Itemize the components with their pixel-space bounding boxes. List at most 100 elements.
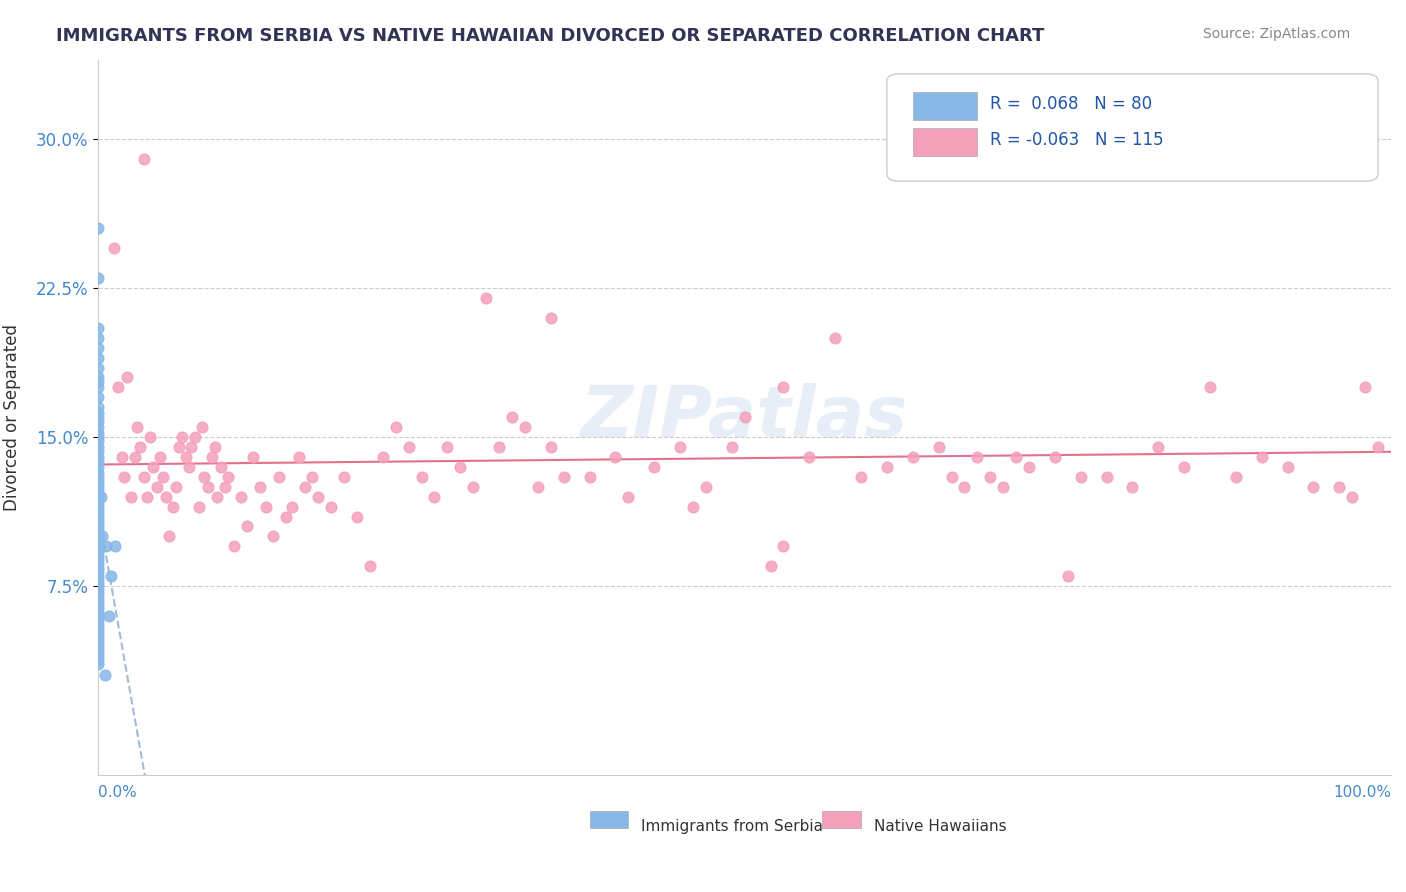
Point [174, 450, 197, 464]
Point [87, 351, 110, 365]
Point [87, 613, 110, 627]
Point [371, 450, 394, 464]
Bar [589, 811, 628, 829]
Point [953, 480, 976, 494]
Point [384, 420, 406, 434]
Point [876, 459, 898, 474]
Point [669, 440, 692, 454]
Point [87, 506, 110, 520]
Point [281, 500, 304, 514]
Point [993, 480, 1015, 494]
Point [180, 440, 202, 454]
Point [1121, 480, 1143, 494]
Point [87, 470, 110, 484]
Point [97, 608, 120, 623]
Point [236, 519, 259, 533]
Point [87, 406, 110, 420]
Point [695, 480, 717, 494]
Point [132, 152, 155, 166]
Point [759, 559, 782, 574]
Point [87, 477, 110, 491]
Point [1173, 459, 1195, 474]
Point [87, 444, 110, 458]
Point [87, 459, 110, 474]
Text: Immigrants from Serbia: Immigrants from Serbia [641, 819, 824, 834]
Point [87, 493, 110, 508]
Point [184, 430, 207, 444]
Point [87, 440, 110, 454]
Point [87, 558, 110, 572]
Point [87, 616, 110, 631]
Point [578, 470, 600, 484]
Point [87, 565, 110, 579]
Point [463, 480, 485, 494]
Y-axis label: Divorced or Separated: Divorced or Separated [3, 324, 21, 511]
Point [209, 459, 232, 474]
Text: R =  0.068   N = 80: R = 0.068 N = 80 [990, 95, 1153, 113]
Point [104, 539, 127, 553]
Point [155, 490, 177, 504]
Point [87, 482, 110, 496]
Point [87, 529, 110, 543]
Point [1329, 480, 1351, 494]
Point [799, 450, 821, 464]
Text: Source: ZipAtlas.com: Source: ZipAtlas.com [1202, 27, 1350, 41]
Point [112, 470, 135, 484]
Point [87, 553, 110, 567]
Point [87, 490, 110, 504]
Point [87, 657, 110, 671]
Point [87, 420, 110, 434]
Point [540, 440, 562, 454]
Point [100, 569, 122, 583]
Point [94, 668, 117, 682]
Point [87, 410, 110, 425]
Point [204, 440, 226, 454]
Point [1250, 450, 1272, 464]
Point [111, 450, 134, 464]
Point [87, 221, 110, 235]
Point [87, 605, 110, 619]
Point [772, 380, 794, 394]
Point [188, 500, 211, 514]
Point [87, 501, 110, 516]
Point [217, 470, 239, 484]
Point [162, 500, 184, 514]
Point [1225, 470, 1247, 484]
Point [87, 648, 110, 663]
Point [1056, 569, 1078, 583]
Point [1367, 440, 1389, 454]
Point [214, 480, 236, 494]
Point [87, 637, 110, 651]
Point [87, 521, 110, 535]
Point [87, 401, 110, 415]
Point [87, 454, 110, 468]
Point [152, 470, 174, 484]
Point [87, 498, 110, 512]
Point [346, 509, 368, 524]
Point [274, 509, 297, 524]
Point [87, 525, 110, 540]
Point [87, 485, 110, 500]
Point [103, 241, 125, 255]
Point [87, 450, 110, 464]
Point [87, 629, 110, 643]
Point [91, 529, 114, 543]
Point [87, 577, 110, 591]
Point [287, 450, 309, 464]
Point [87, 509, 110, 524]
Point [1354, 380, 1376, 394]
Point [87, 414, 110, 428]
Point [1250, 122, 1272, 136]
Point [411, 470, 433, 484]
Point [87, 645, 110, 659]
Point [87, 370, 110, 384]
Point [90, 490, 112, 504]
Point [224, 539, 246, 553]
Point [333, 470, 356, 484]
Point [1302, 480, 1324, 494]
FancyBboxPatch shape [887, 74, 1378, 181]
Point [145, 480, 167, 494]
Point [87, 533, 110, 548]
Point [201, 450, 224, 464]
Point [242, 450, 264, 464]
